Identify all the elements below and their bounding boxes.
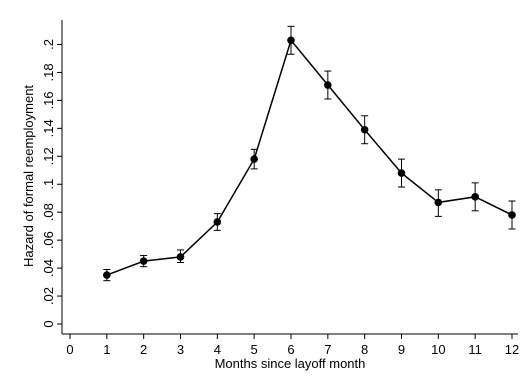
data-point <box>434 198 443 207</box>
y-axis-title: Hazard of formal reemployment <box>21 85 36 267</box>
data-point <box>471 193 479 201</box>
y-tick-label: 0 <box>41 320 56 327</box>
data-point <box>360 125 369 134</box>
y-tick-label: .12 <box>41 147 56 165</box>
y-tick-label: .2 <box>41 39 56 50</box>
x-tick-label: 10 <box>431 342 445 357</box>
series-line <box>106 38 513 276</box>
data-point <box>397 169 406 177</box>
x-tick-label: 4 <box>214 342 221 357</box>
data-point <box>508 211 516 219</box>
data-point <box>103 271 111 279</box>
x-tick-label: 3 <box>177 342 184 357</box>
y-tick-label: .04 <box>41 259 56 277</box>
x-tick-label: 8 <box>361 342 368 357</box>
x-tick-label: 0 <box>66 342 73 357</box>
x-ticks: 0 1 2 3 4 5 6 7 8 9 10 11 12 <box>66 334 519 357</box>
y-tick-label: .06 <box>41 231 56 249</box>
y-tick-label: .16 <box>41 91 56 109</box>
x-tick-label: 9 <box>398 342 405 357</box>
y-tick-label: .18 <box>41 63 56 81</box>
axes <box>61 20 518 335</box>
plot-area <box>103 25 516 282</box>
x-axis-title: Months since layoff month <box>215 356 366 371</box>
data-point <box>176 253 185 261</box>
x-tick-label: 7 <box>324 342 331 357</box>
x-tick-label: 12 <box>505 342 519 357</box>
x-tick-label: 5 <box>251 342 258 357</box>
x-tick-label: 6 <box>287 342 294 357</box>
y-ticks: 0 .02 .04 .06 .08 .1 .12 .14 .16 .18 .2 <box>41 39 62 328</box>
data-point <box>324 81 332 89</box>
x-tick-label: 11 <box>468 342 482 357</box>
y-tick-label: .14 <box>41 119 56 137</box>
data-point <box>213 218 222 226</box>
x-tick-label: 2 <box>140 342 147 357</box>
y-tick-label: .08 <box>41 203 56 221</box>
y-tick-label: .02 <box>41 287 56 305</box>
x-tick-label: 1 <box>103 342 110 357</box>
data-point <box>287 36 295 45</box>
data-point <box>139 257 148 265</box>
data-point <box>250 155 258 163</box>
y-tick-label: .1 <box>41 179 56 190</box>
